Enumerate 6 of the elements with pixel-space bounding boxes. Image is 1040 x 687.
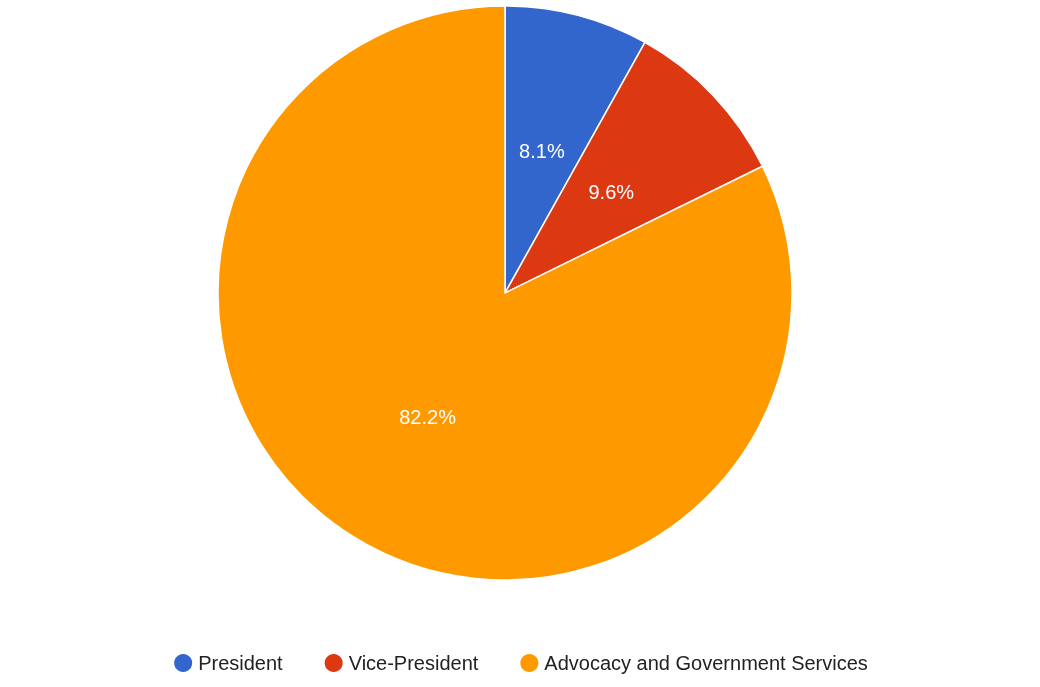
data-label: 82.2% (399, 406, 457, 429)
legend-label: Advocacy and Government Services (544, 652, 868, 674)
legend-label: President (198, 652, 284, 674)
legend-label: Vice-President (348, 652, 479, 674)
data-label: 9.6% (588, 181, 635, 204)
data-label: 8.1% (519, 140, 565, 163)
